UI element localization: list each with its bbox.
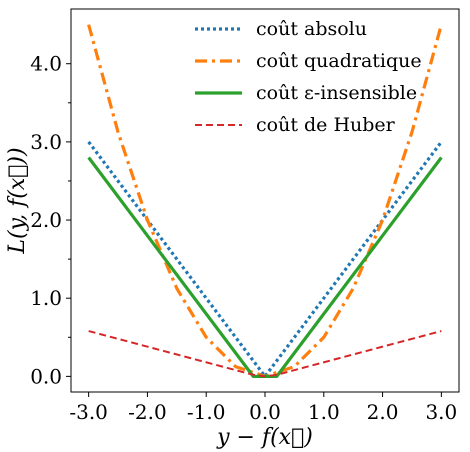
x-axis-label: y − f(x⃗) (216, 425, 313, 450)
y-tick-label: 2.0 (30, 208, 62, 232)
series-line-3 (87, 156, 443, 378)
x-tick-label: -1.0 (187, 400, 226, 424)
y-tick-label: 0.0 (30, 364, 62, 388)
y-tick-label: 3.0 (30, 130, 62, 154)
x-tick-label: -2.0 (128, 400, 167, 424)
series-line-4 (88, 330, 442, 378)
legend-label-4: coût de Huber (256, 114, 396, 136)
y-axis-label: L(y, f(x⃗)) (5, 147, 30, 254)
legend-label-3: coût ε-insensible (256, 82, 417, 104)
legend-label-2: coût quadratique (256, 50, 422, 72)
series-line-2 (87, 24, 443, 378)
series-layer (87, 24, 443, 378)
x-tick-label: 0.0 (249, 400, 281, 424)
x-tick-label: 2.0 (367, 400, 399, 424)
y-tick-label: 1.0 (30, 286, 62, 310)
x-tick-label: 3.0 (425, 400, 457, 424)
x-tick-label: 1.0 (308, 400, 340, 424)
y-tick-label: 4.0 (30, 52, 62, 76)
series-line-1 (87, 140, 443, 378)
ticks-layer: -3.0 -2.0 -1.0 0.0 1.0 2.0 3.0 0.0 1.0 2.0 3.0 4.0 (30, 52, 457, 424)
legend-label-1: coût absolu (256, 18, 367, 40)
x-tick-label: -3.0 (69, 400, 108, 424)
legend: coût absolu coût quadratique coût ε-insens… (195, 18, 422, 136)
